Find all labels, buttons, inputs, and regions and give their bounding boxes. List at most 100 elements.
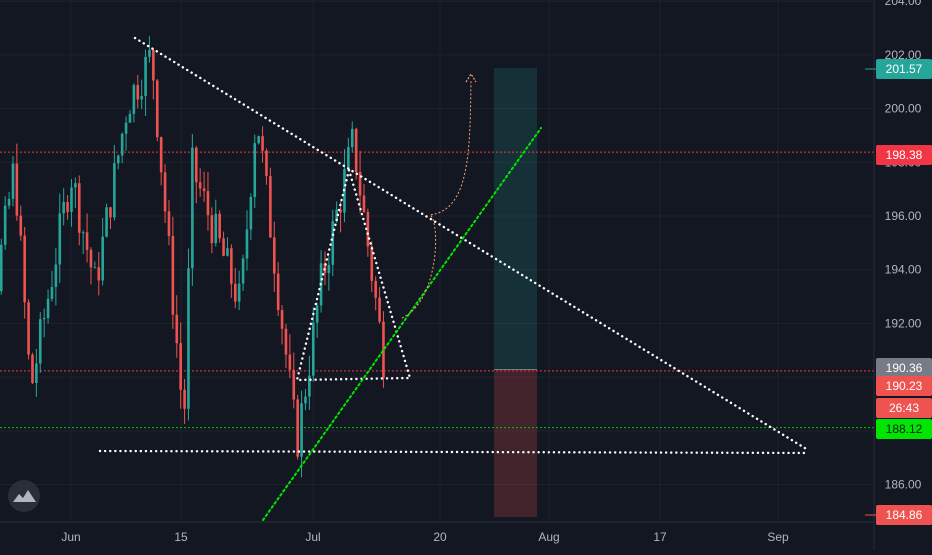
- grid: [0, 0, 874, 522]
- candle-body: [253, 143, 257, 198]
- price-label: 201.57: [886, 62, 923, 76]
- y-tick-label: 192.00: [885, 316, 922, 330]
- y-tick-label: 202.00: [885, 48, 922, 62]
- candle-body: [210, 215, 214, 244]
- candle-body: [11, 163, 15, 199]
- candle-body: [366, 212, 370, 247]
- candle-body: [81, 232, 85, 234]
- candle-body: [42, 317, 46, 320]
- candle-body: [230, 248, 233, 284]
- y-tick-label: 186.00: [885, 478, 922, 492]
- candle-body: [50, 286, 54, 299]
- tradingview-cloud-icon[interactable]: [8, 480, 40, 512]
- candle-body: [269, 176, 272, 238]
- stop-zone: [494, 369, 537, 517]
- candle-body: [97, 267, 101, 281]
- candles: [0, 36, 385, 478]
- x-tick-label: Jun: [61, 530, 80, 544]
- candle-body: [237, 283, 241, 302]
- candle-body: [198, 182, 202, 189]
- candle-body: [66, 201, 69, 212]
- candle-body: [245, 229, 249, 259]
- candle-body: [308, 375, 311, 397]
- price-label: 190.23: [886, 379, 923, 393]
- candle-body: [249, 197, 253, 230]
- candle-body: [206, 191, 210, 216]
- candle-body: [191, 147, 194, 269]
- candle-body: [31, 354, 34, 383]
- candle-body: [144, 56, 147, 96]
- candle-body: [19, 215, 23, 236]
- candle-body: [315, 305, 319, 323]
- candle-body: [284, 328, 288, 355]
- candle-body: [77, 183, 81, 233]
- candle-body: [350, 128, 354, 148]
- candle-body: [327, 264, 331, 273]
- price-label: 188.12: [886, 422, 923, 436]
- candle-body: [261, 136, 264, 151]
- price-label: 184.86: [886, 508, 923, 522]
- candle-body: [382, 321, 385, 378]
- candle-body: [331, 221, 335, 265]
- candle-body: [113, 163, 116, 218]
- candle-body: [101, 236, 104, 281]
- candle-body: [179, 343, 182, 390]
- candle-body: [378, 297, 381, 322]
- candle-body: [136, 85, 140, 100]
- candle-body: [152, 49, 155, 81]
- candle-body: [124, 122, 128, 134]
- candle-body: [339, 209, 342, 213]
- candle-body: [7, 198, 11, 206]
- candle-body: [292, 369, 296, 400]
- candle-body: [276, 273, 280, 311]
- candle-body: [116, 155, 120, 164]
- candle-body: [159, 137, 163, 173]
- candle-body: [27, 302, 30, 355]
- candle-body: [46, 298, 50, 318]
- candle-body: [241, 258, 245, 284]
- triangle-pattern: [295, 165, 412, 382]
- price-label-box: [876, 505, 932, 525]
- candle-body: [163, 172, 167, 212]
- candle-body: [93, 267, 97, 269]
- price-label-box: [876, 59, 932, 79]
- candle-body: [120, 133, 124, 156]
- candle-body: [272, 237, 276, 274]
- candle-body: [288, 354, 292, 370]
- price-label: 26:43: [889, 401, 919, 415]
- x-tick-label: Sep: [767, 530, 789, 544]
- candle-body: [105, 207, 108, 237]
- candle-body: [300, 403, 303, 457]
- candle-body: [167, 211, 171, 237]
- candle-body: [54, 264, 58, 287]
- candle-body: [311, 322, 315, 376]
- target-zone: [494, 68, 537, 369]
- candle-body: [265, 150, 268, 177]
- projection-path: [401, 79, 472, 319]
- position-zones: [494, 68, 537, 517]
- candle-body: [362, 195, 366, 213]
- candle-body: [15, 163, 19, 216]
- price-axis: 186.00188.00190.00192.00194.00196.00198.…: [865, 0, 932, 550]
- candle-body: [74, 183, 77, 188]
- candle-body: [257, 136, 260, 144]
- candle-body: [155, 80, 159, 138]
- price-label: 190.36: [886, 361, 923, 375]
- candle-body: [214, 213, 218, 244]
- candle-body: [3, 205, 7, 245]
- candle-body: [280, 310, 284, 329]
- candle-body: [132, 85, 136, 114]
- x-tick-label: Aug: [538, 530, 559, 544]
- candle-body: [370, 246, 374, 281]
- price-label-box: [876, 398, 932, 418]
- candle-body: [194, 147, 198, 183]
- descending-resistance-line: [133, 36, 810, 452]
- x-tick-label: 15: [174, 530, 188, 544]
- price-label-box: [876, 145, 932, 165]
- candle-body: [89, 249, 93, 268]
- horizontal-lines: [0, 151, 874, 429]
- candle-body: [323, 263, 327, 273]
- candle-body: [70, 187, 73, 212]
